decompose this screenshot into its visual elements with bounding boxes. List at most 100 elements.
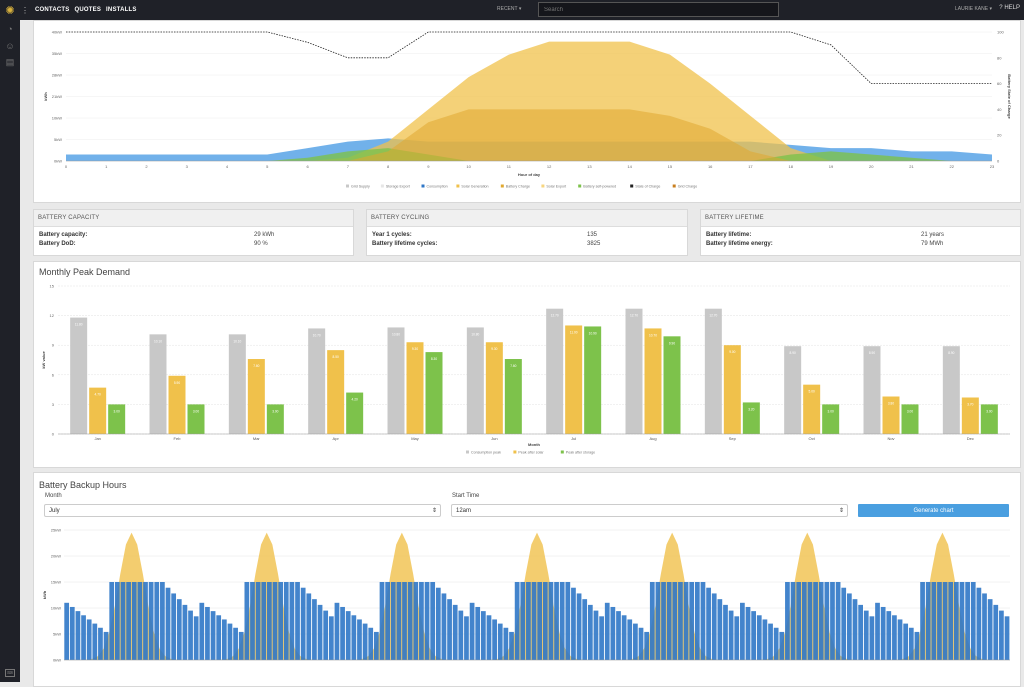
bar	[822, 404, 840, 434]
bar	[168, 375, 186, 434]
backup-bar	[458, 610, 464, 660]
backup-bar	[114, 582, 120, 660]
legend-label: Grid Supply	[351, 185, 370, 189]
bar-value-label: 8.90	[869, 351, 875, 355]
backup-bar	[509, 631, 514, 660]
backup-bar	[419, 582, 424, 660]
backup-bar	[171, 593, 177, 660]
backup-bar	[999, 610, 1004, 660]
backup-bar	[869, 616, 875, 660]
user-menu[interactable]: LAURIE KANE ▾	[955, 6, 992, 12]
backup-bar	[402, 582, 407, 660]
backup-bar	[734, 616, 740, 660]
backup-bar	[621, 615, 627, 660]
backup-bar	[728, 610, 734, 660]
nav-quotes[interactable]: QUOTES	[74, 7, 102, 13]
solar-area	[64, 532, 200, 660]
y-tick-label: 0kW	[53, 658, 61, 663]
backup-bar	[272, 582, 278, 660]
backup-bar	[385, 582, 390, 660]
bar-value-label: 9.00	[729, 350, 735, 354]
backup-bar	[131, 582, 137, 660]
legend-label: Solar Generation	[461, 185, 488, 189]
top-bar: ✺ ⋮ CONTACTS QUOTES INSTALLS RECENT ▾ LA…	[0, 0, 1024, 20]
bar-value-label: 9.90	[669, 341, 675, 345]
solar-area	[469, 532, 605, 660]
backup-bar	[86, 619, 92, 660]
x-tick-label: 11	[507, 164, 512, 169]
bar	[644, 328, 662, 434]
backup-bar	[475, 606, 481, 660]
legend-swatch	[578, 184, 582, 188]
x-tick-label: 14	[627, 164, 632, 169]
help-link[interactable]: ? HELP	[999, 5, 1020, 11]
generate-chart-button[interactable]: Generate chart	[858, 504, 1009, 517]
stat-row: Battery DoD: 90 %	[39, 240, 268, 247]
battery-self-powered-area	[66, 148, 992, 161]
x-tick-label: 8	[387, 164, 390, 169]
y-tick-label: 0	[52, 432, 55, 437]
backup-bar	[779, 631, 785, 660]
menu-dots-icon[interactable]: ⋮	[21, 5, 29, 15]
backup-bar	[796, 582, 802, 660]
y2-tick-label: 80	[997, 55, 1002, 60]
legend-label: Consumption peak	[471, 451, 501, 455]
stat-row: Battery lifetime cycles: 3825	[372, 240, 601, 247]
x-tick-label: 21	[909, 164, 914, 169]
month-select[interactable]: July ⇕	[44, 504, 441, 517]
y-tick-label: 3	[52, 402, 55, 407]
backup-bar	[323, 610, 329, 660]
bar	[863, 346, 881, 434]
backup-bar	[756, 615, 762, 660]
legend-swatch	[380, 184, 384, 188]
solar-area	[604, 532, 740, 660]
backup-bar	[103, 631, 109, 660]
quotes-icon[interactable]: ▤	[5, 57, 15, 67]
x-tick-label: Aug	[649, 436, 656, 441]
backup-bar	[447, 599, 452, 660]
legend-label: Peak after solar	[518, 451, 544, 455]
backup-bar	[694, 582, 700, 660]
x-tick-label: May	[411, 436, 419, 441]
bar	[308, 328, 326, 434]
x-tick-label: Apr	[333, 436, 340, 441]
search-input[interactable]	[538, 2, 779, 17]
backup-bar	[233, 627, 238, 660]
backup-bar	[345, 611, 351, 660]
backup-bar	[120, 582, 126, 660]
start-time-select[interactable]: 12am ⇕	[451, 504, 848, 517]
contacts-icon[interactable]: ☺	[5, 40, 15, 51]
energy-flow-panel: 0kW 5kW 10kW 21kW 28kW 35kW 40kW 0 20 40 60 80 100 0 1…	[33, 20, 1021, 203]
backup-bar	[610, 606, 616, 660]
backup-bar	[931, 582, 937, 660]
nav-contacts[interactable]: CONTACTS	[35, 7, 70, 13]
backup-bar	[785, 582, 790, 660]
y-axis-title: kWh	[42, 590, 47, 599]
keyboard-icon[interactable]: ⌨	[5, 669, 15, 677]
nav-installs[interactable]: INSTALLS	[106, 7, 137, 13]
app-logo-icon[interactable]: ✺	[5, 4, 15, 17]
bar-value-label: 10.80	[392, 332, 400, 336]
legend-label: Consumption	[427, 185, 448, 189]
backup-bar	[413, 582, 419, 660]
x-tick-label: 19	[829, 164, 834, 169]
bar	[784, 346, 802, 434]
backup-bar	[255, 582, 261, 660]
bar-value-label: 3.20	[748, 407, 754, 411]
backup-bar	[903, 623, 909, 660]
legend-label: Grid Charge	[678, 185, 698, 189]
backup-bar	[176, 599, 182, 660]
backup-bar	[813, 582, 818, 660]
x-tick-label: 15	[668, 164, 673, 169]
stat-row: Year 1 cycles: 135	[372, 231, 598, 238]
recent-dropdown[interactable]: RECENT ▾	[497, 6, 522, 12]
backup-bar	[830, 582, 835, 660]
x-tick-label: 9	[427, 164, 430, 169]
peak-demand-title: Monthly Peak Demand	[39, 267, 131, 277]
bar	[346, 392, 364, 434]
backup-bar	[193, 616, 199, 660]
dashboard-icon[interactable]: ◔	[7, 23, 13, 34]
y2-tick-label: 20	[997, 133, 1002, 138]
legend-swatch	[456, 184, 460, 188]
y-tick-label: 12	[50, 313, 55, 318]
